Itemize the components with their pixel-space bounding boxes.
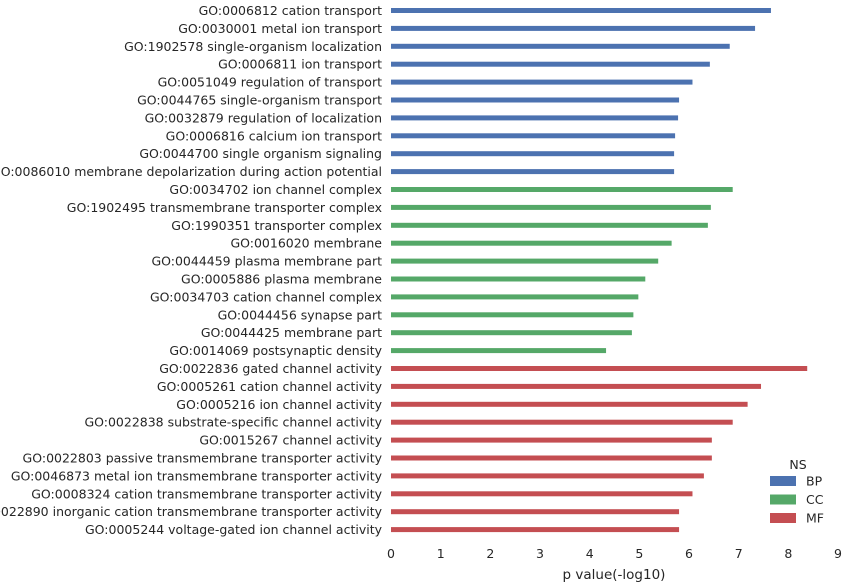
category-label: GO:0044459 plasma membrane part	[151, 254, 382, 269]
category-label: GO:0044456 synapse part	[218, 307, 382, 322]
legend-swatch-bp	[770, 476, 796, 486]
bar-mf	[391, 383, 762, 389]
category-label: GO:0005216 ion channel activity	[176, 397, 382, 412]
category-label: GO:0022803 passive transmembrane transpo…	[23, 451, 383, 466]
bar-cc	[391, 294, 639, 300]
bar-cc	[391, 276, 646, 282]
x-axis-title: p value(-log10)	[563, 567, 666, 583]
bar-bp	[391, 61, 710, 67]
bar-bp	[391, 151, 675, 157]
bar-cc	[391, 222, 708, 228]
category-label: GO:0034702 ion channel complex	[169, 182, 382, 197]
category-label: GO:0016020 membrane	[230, 236, 382, 251]
legend-swatch-cc	[770, 494, 796, 505]
bar-mf	[391, 509, 680, 515]
bar-cc	[391, 312, 634, 318]
category-label: GO:0022890 inorganic cation transmembran…	[0, 504, 383, 519]
bar-cc	[391, 258, 659, 264]
bar-cc	[391, 204, 711, 210]
x-tick-label: 5	[635, 546, 643, 561]
category-label: GO:1990351 transporter complex	[171, 218, 382, 233]
bar-mf	[391, 455, 712, 461]
legend: NS BP CC MF	[770, 457, 824, 526]
x-tick-label: 0	[387, 546, 395, 561]
bar-bp	[391, 115, 679, 121]
category-label: GO:0006816 calcium ion transport	[166, 128, 382, 143]
category-label: GO:0006812 cation transport	[199, 3, 382, 18]
legend-swatch-mf	[770, 513, 796, 523]
category-label: GO:0044765 single-organism transport	[137, 93, 382, 108]
x-axis-ticks: 0 1 2 3 4 5 6 7 8 9	[387, 546, 842, 561]
category-label: GO:0044700 single organism signaling	[139, 146, 382, 161]
x-tick-label: 1	[437, 546, 445, 561]
legend-label-bp: BP	[806, 474, 823, 489]
category-label: GO:0022838 substrate-specific channel ac…	[84, 415, 382, 430]
category-label: GO:0006811 ion transport	[218, 57, 382, 72]
bar-bp	[391, 133, 676, 139]
bar-bp	[391, 97, 680, 103]
legend-entries: BP CC MF	[770, 474, 824, 526]
bar-cc	[391, 187, 733, 192]
legend-label-mf: MF	[806, 511, 824, 526]
bar-cc	[391, 330, 632, 336]
bar-cc	[391, 240, 672, 246]
bar-mf	[391, 419, 733, 425]
bar-group	[391, 8, 808, 533]
category-label: GO:1902578 single-organism localization	[124, 39, 382, 54]
x-tick-label: 9	[834, 546, 842, 561]
category-label: GO:0015267 channel activity	[199, 433, 382, 448]
category-label: GO:0005261 cation channel activity	[157, 379, 383, 394]
category-label: GO:0051049 regulation of transport	[158, 75, 383, 90]
category-label: GO:0032879 regulation of localization	[145, 110, 382, 125]
bar-mf	[391, 437, 712, 443]
category-label: GO:0086010 membrane depolarization durin…	[0, 164, 382, 179]
bar-bp	[391, 8, 771, 13]
bar-mf	[391, 527, 680, 533]
category-label: GO:1902495 transmembrane transporter com…	[67, 200, 382, 215]
x-tick-label: 6	[685, 546, 693, 561]
x-tick-label: 8	[784, 546, 792, 561]
legend-label-cc: CC	[806, 492, 824, 507]
legend-title: NS	[789, 457, 806, 472]
x-tick-label: 7	[735, 546, 743, 561]
category-label: GO:0030001 metal ion transport	[178, 21, 382, 36]
bar-mf	[391, 491, 693, 497]
category-label: GO:0034703 cation channel complex	[150, 289, 382, 304]
category-label: GO:0044425 membrane part	[201, 325, 382, 340]
x-tick-label: 3	[536, 546, 544, 561]
category-label: GO:0005886 plasma membrane	[181, 272, 382, 287]
category-label: GO:0022836 gated channel activity	[159, 361, 382, 376]
category-label: GO:0014069 postsynaptic density	[169, 343, 382, 358]
x-tick-label: 2	[486, 546, 494, 561]
category-labels: GO:0006812 cation transport GO:0030001 me…	[0, 3, 383, 537]
bar-bp	[391, 169, 675, 175]
bar-mf	[391, 366, 808, 371]
bar-bp	[391, 25, 756, 31]
bar-mf	[391, 473, 704, 479]
category-label: GO:0008324 cation transmembrane transpor…	[31, 486, 382, 501]
bar-cc	[391, 348, 607, 354]
x-tick-label: 4	[586, 546, 594, 561]
bar-bp	[391, 79, 693, 85]
category-label: GO:0046873 metal ion transmembrane trans…	[11, 468, 383, 483]
bar-bp	[391, 43, 730, 49]
bar-mf	[391, 401, 748, 407]
category-label: GO:0005244 voltage-gated ion channel act…	[85, 522, 383, 537]
